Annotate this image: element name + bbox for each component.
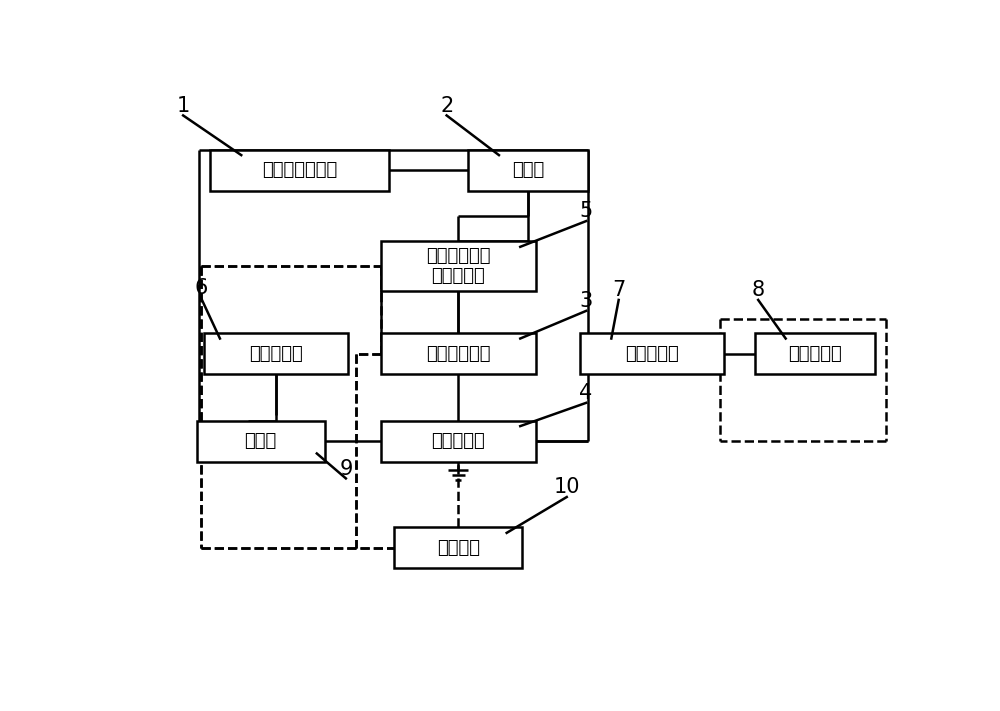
Bar	[381, 241, 536, 291]
Text: 镀锌电极板: 镀锌电极板	[431, 432, 485, 450]
Text: 8: 8	[752, 280, 765, 300]
Text: 6: 6	[194, 278, 208, 298]
Bar	[580, 333, 724, 374]
Text: 分压器: 分压器	[512, 161, 544, 179]
Text: 光电倍增管: 光电倍增管	[625, 345, 679, 363]
Text: 球形实验电极: 球形实验电极	[426, 345, 490, 363]
Text: 9: 9	[339, 459, 353, 479]
Text: 电场传感器: 电场传感器	[249, 345, 303, 363]
Bar	[755, 333, 875, 374]
Text: 7: 7	[612, 280, 625, 300]
Bar	[394, 528, 522, 569]
Text: 示波器: 示波器	[244, 432, 277, 450]
Bar	[210, 149, 388, 191]
Text: 4: 4	[580, 383, 593, 403]
Text: 高速摄像机: 高速摄像机	[788, 345, 842, 363]
Text: 5: 5	[580, 201, 593, 221]
Text: 10: 10	[554, 477, 580, 497]
Text: 1: 1	[176, 95, 190, 116]
Bar	[468, 149, 588, 191]
Bar	[381, 333, 536, 374]
Text: 2: 2	[440, 95, 453, 116]
Text: 高电位瞬态电
流测量装置: 高电位瞬态电 流测量装置	[426, 247, 490, 285]
Bar	[204, 333, 348, 374]
Bar	[381, 421, 536, 461]
Text: 3: 3	[580, 291, 593, 311]
Bar	[197, 421, 325, 461]
Text: 模拟终端: 模拟终端	[437, 539, 480, 557]
Text: 冲击电压发生器: 冲击电压发生器	[262, 161, 337, 179]
